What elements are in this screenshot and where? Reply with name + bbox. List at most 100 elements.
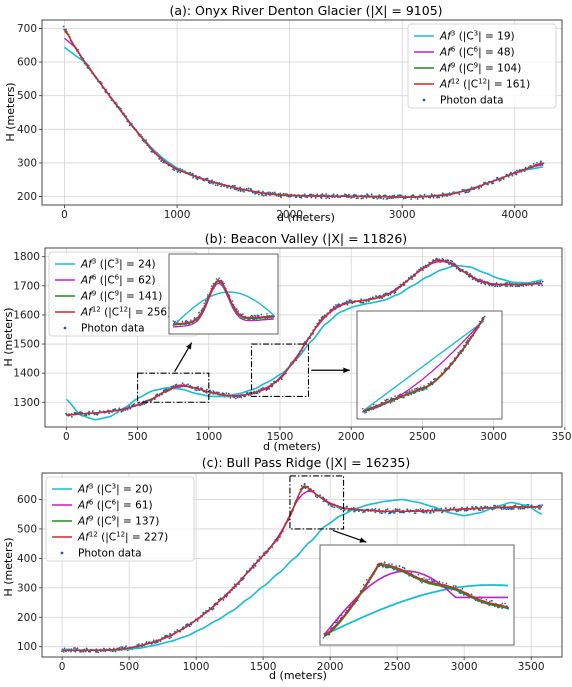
photon-point	[257, 193, 260, 196]
photon-point	[345, 300, 348, 303]
photon-point	[220, 185, 222, 188]
photon-point	[507, 508, 510, 511]
photon-point	[371, 296, 374, 299]
inset-photon-point	[389, 402, 392, 404]
photon-point	[112, 408, 115, 411]
photon-point	[79, 411, 82, 413]
y-tick-label: 500	[17, 90, 37, 102]
inset-photon-point	[425, 578, 427, 581]
photon-point	[535, 161, 538, 164]
photon-point	[237, 189, 240, 192]
photon-point	[256, 392, 259, 395]
photon-point	[251, 191, 254, 194]
y-tick-label: 1600	[13, 309, 40, 321]
photon-point	[238, 583, 240, 586]
photon-point	[502, 507, 505, 510]
inset-photon-point	[189, 319, 192, 321]
photon-point	[188, 625, 191, 628]
photon-point	[258, 556, 261, 558]
inset-photon-point	[425, 388, 428, 390]
photon-point	[491, 284, 493, 287]
photon-point	[378, 508, 380, 511]
photon-point	[511, 174, 514, 177]
legend-photon-marker	[63, 326, 67, 330]
photon-point	[282, 192, 285, 195]
x-tick-label: 0	[59, 661, 66, 673]
photon-point	[121, 409, 124, 412]
photon-point	[532, 162, 535, 165]
photon-point	[197, 385, 199, 388]
photon-point	[121, 646, 124, 649]
inset-photon-point	[210, 285, 213, 287]
chart-panel-c: 0 500 1000 1500 2000 2500 3000 3500 100 200 300 400…	[17, 472, 563, 673]
inset-photon-point	[204, 299, 207, 302]
photon-point	[512, 507, 515, 510]
photon-point	[226, 186, 229, 189]
inset-photon-point	[406, 391, 408, 394]
photon-point	[478, 187, 481, 190]
x-tick-label: 2000	[276, 209, 303, 221]
photon-point	[164, 388, 167, 391]
y-tick-label: 300	[17, 582, 37, 594]
photon-point	[425, 511, 428, 514]
legend-entry: Af3 (|C3| = 24)	[80, 258, 156, 271]
inset-photon-point	[421, 581, 423, 584]
inset-photon-point	[382, 566, 384, 568]
x-tick-label: 0	[63, 431, 70, 443]
zoom-region-c	[289, 475, 345, 530]
zoom-arrow-b-left-head	[186, 342, 192, 350]
photon-point	[236, 396, 239, 399]
photon-point	[466, 506, 469, 509]
photon-point	[492, 182, 495, 185]
photon-point	[537, 504, 540, 507]
photon-point	[539, 507, 541, 510]
photon-point	[355, 197, 358, 200]
photon-point	[396, 194, 399, 197]
inset-photon-point	[384, 566, 387, 569]
photon-point	[143, 403, 146, 406]
x-tick-label: 2000	[338, 431, 365, 443]
legend-entry: Af12 (|C12| = 256)	[80, 306, 171, 319]
photon-point	[461, 506, 463, 509]
photon-point	[419, 508, 422, 510]
legend-photon-label: Photon data	[81, 323, 145, 335]
legend-entry: Af12 (|C12| = 161)	[439, 78, 530, 91]
inset-photon-point	[507, 606, 510, 609]
photon-point	[128, 124, 131, 127]
photon-point	[195, 389, 198, 392]
photon-point	[496, 285, 499, 288]
inset-series-line-af12	[172, 279, 275, 325]
photon-point	[225, 595, 228, 598]
inset-photon-point	[431, 580, 434, 582]
y-tick-label: 200	[17, 191, 37, 203]
photon-point	[280, 378, 283, 381]
photon-point	[249, 394, 252, 396]
photon-point	[467, 191, 470, 194]
legend-photon-label: Photon data	[78, 548, 142, 560]
inset-photon-point	[466, 339, 469, 341]
x-tick-label: 2500	[409, 431, 436, 443]
photon-point	[361, 301, 363, 304]
photon-point	[218, 391, 220, 394]
legend-photon-marker	[60, 551, 64, 555]
photon-point	[480, 505, 483, 508]
photon-point	[125, 645, 127, 648]
photon-point	[273, 191, 276, 194]
y-tick-label: 1700	[13, 280, 40, 292]
inset-photon-point	[417, 573, 420, 576]
photon-point	[314, 495, 317, 497]
photon-point	[277, 195, 280, 198]
photon-point	[239, 190, 242, 193]
inset-photon-point	[489, 600, 491, 603]
photon-point	[502, 178, 505, 181]
photon-point	[225, 392, 228, 395]
photon-point	[325, 193, 328, 195]
photon-point	[168, 637, 171, 640]
photon-point	[523, 507, 526, 510]
photon-point	[234, 397, 237, 400]
photon-point	[316, 496, 319, 499]
photon-point	[209, 393, 211, 395]
photon-point	[376, 197, 379, 200]
photon-point	[162, 161, 165, 164]
